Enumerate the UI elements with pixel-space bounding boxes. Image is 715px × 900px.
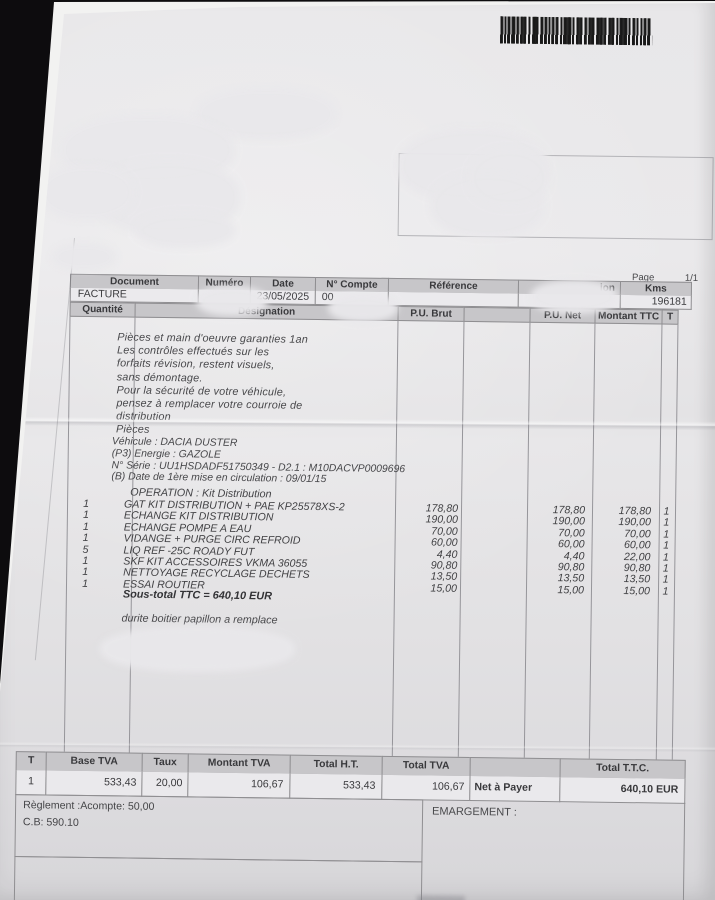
redaction-blob xyxy=(100,626,295,672)
tot-value-base-tva: 533,43 xyxy=(45,770,143,797)
col-montant-ttc: Montant TTC xyxy=(594,308,663,325)
redaction-blob xyxy=(196,286,268,316)
redaction-blob xyxy=(468,148,550,208)
value-kms: 196181 xyxy=(619,294,692,310)
emargement-box: EMARGEMENT : xyxy=(421,799,686,900)
redaction-blob xyxy=(52,243,116,271)
col-quantite: Quantité xyxy=(69,301,136,318)
tot-header-total-ht: Total H.T. xyxy=(289,754,383,776)
tot-header-t: T xyxy=(15,751,47,772)
payment-box: Règlement :Acompte: 50,00 C.B: 590.10 xyxy=(14,794,424,863)
tot-value-taux: 20,00 xyxy=(141,771,189,798)
tot-header-base-tva: Base TVA xyxy=(45,751,143,773)
vehicle-info: Véhicule : DACIA DUSTER (P3) Energie : G… xyxy=(111,436,406,486)
tot-value-total-ht: 533,43 xyxy=(289,773,383,800)
tot-header-total-tva: Total TVA xyxy=(381,755,471,778)
total-ttc-value: 640,10 EUR xyxy=(559,777,686,804)
tot-header-blank xyxy=(469,757,561,779)
line-items: 1 GAT KIT DISTRIBUTION + PAE KP25578XS-2 1… xyxy=(0,497,712,597)
tot-value-t: 1 xyxy=(15,770,47,796)
emargement-label: EMARGEMENT : xyxy=(431,805,517,819)
col-pu-brut: P.U. Brut xyxy=(397,306,465,322)
net-a-payer-label: Net à Payer xyxy=(469,776,561,803)
cutoff-text-smudge xyxy=(416,895,465,900)
empty-bottom-box xyxy=(13,856,423,900)
reglement-line: Règlement :Acompte: 50,00 xyxy=(23,799,155,813)
tot-header-taux: Taux xyxy=(141,752,189,774)
tot-header-montant-tva: Montant TVA xyxy=(187,753,291,775)
redaction-blob xyxy=(328,294,398,322)
redaction-blob xyxy=(40,165,135,220)
col-t: T xyxy=(661,309,679,325)
subtotal-line: Sous-total TTC = 640,10 EUR xyxy=(122,588,273,603)
tot-value-total-tva: 106,67 xyxy=(381,774,471,802)
redaction-blob xyxy=(135,212,235,248)
cb-line: C.B: 590.10 xyxy=(22,816,79,829)
tot-value-montant-tva: 106,67 xyxy=(187,772,291,799)
redaction-blob xyxy=(530,280,618,314)
note-line: durite boitier papillon a remplace xyxy=(121,612,278,627)
col-blank xyxy=(463,306,531,323)
barcode xyxy=(500,16,653,46)
